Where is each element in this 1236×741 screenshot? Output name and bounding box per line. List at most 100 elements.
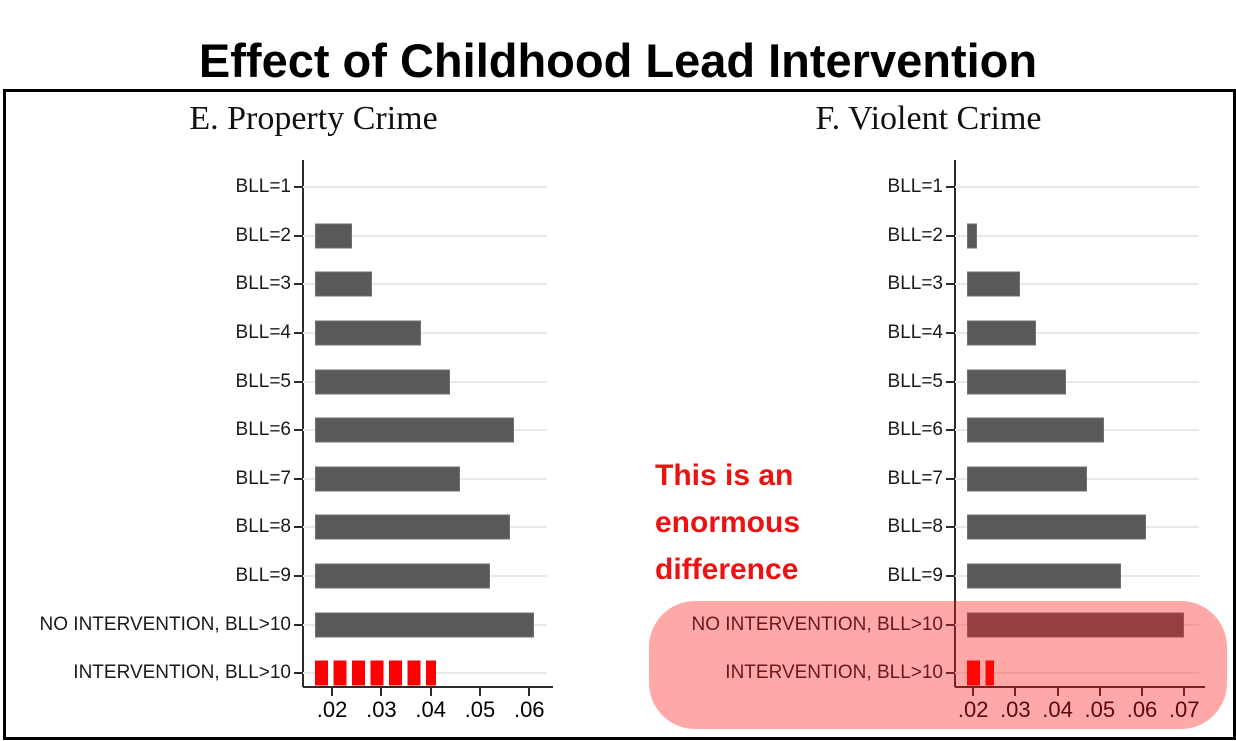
bar: [967, 320, 1037, 346]
bar: [315, 271, 372, 297]
bar-row: BLL=4: [621, 309, 1236, 358]
x-tick: [1098, 688, 1101, 696]
bar-row: BLL=5: [6, 357, 621, 406]
y-tick: [294, 477, 302, 480]
bar-row: BLL=6: [6, 406, 621, 455]
gridline: [955, 332, 1199, 335]
x-tick: [1183, 688, 1186, 696]
bar-row: BLL=6: [621, 406, 1236, 455]
annotation-enormous-difference: This is an enormous difference: [655, 452, 905, 593]
x-tick: [380, 688, 383, 696]
y-tick: [294, 429, 302, 432]
y-tick: [294, 332, 302, 335]
y-tick: [946, 477, 954, 480]
gridline: [303, 186, 547, 189]
y-tick: [294, 186, 302, 189]
y-axis-line: [302, 160, 304, 687]
y-tick: [294, 623, 302, 626]
x-tick: [528, 688, 531, 696]
charts-frame: E. Property Crime BLL=1 BLL=2 BLL=3 BLL=4 BL…: [3, 89, 1236, 740]
category-label: BLL=5: [235, 370, 291, 392]
bar: [967, 466, 1088, 492]
bar: [315, 369, 451, 395]
gridline: [955, 380, 1199, 383]
bar: [967, 271, 1020, 297]
bar-row: BLL=1: [621, 163, 1236, 212]
y-tick: [294, 380, 302, 383]
panel-title-violent-crime: F. Violent Crime: [815, 100, 1042, 137]
bar-row: NO INTERVENTION, BLL>10: [6, 600, 621, 649]
category-label: BLL=4: [887, 322, 943, 344]
y-tick: [294, 672, 302, 675]
x-tick: [1056, 688, 1059, 696]
category-label: BLL=3: [235, 273, 291, 295]
x-tick-label: .02: [316, 697, 348, 722]
bar-row: BLL=7: [621, 455, 1236, 504]
category-label: BLL=2: [887, 224, 943, 246]
bar-row: INTERVENTION, BLL>10: [6, 649, 621, 698]
bar: [315, 417, 515, 443]
bar-red-striped: [967, 660, 995, 686]
x-tick-label: .03: [1000, 697, 1031, 722]
x-tick: [331, 688, 334, 696]
gridline: [955, 283, 1199, 286]
category-label: BLL=4: [235, 322, 291, 344]
bar-row: BLL=7: [6, 455, 621, 504]
x-tick-label: .06: [513, 697, 545, 722]
x-tick-label: .03: [366, 697, 397, 722]
bar-row: NO INTERVENTION, BLL>10: [621, 600, 1236, 649]
page-title: Effect of Childhood Lead Intervention: [198, 34, 1038, 88]
bar-row: BLL=1: [6, 163, 621, 212]
y-tick: [946, 234, 954, 237]
bar: [315, 320, 421, 346]
x-tick: [972, 688, 975, 696]
bar: [967, 417, 1104, 443]
category-label: BLL=8: [235, 516, 291, 538]
y-tick: [294, 575, 302, 578]
y-tick: [946, 526, 954, 529]
y-tick: [946, 332, 954, 335]
chart-panel-property-crime: E. Property Crime BLL=1 BLL=2 BLL=3 BLL=4 BL…: [6, 92, 621, 737]
category-label: BLL=5: [887, 370, 943, 392]
bar: [967, 612, 1185, 638]
bar-row: BLL=8: [621, 503, 1236, 552]
category-label: BLL=1: [887, 176, 943, 198]
x-tick-label: .07: [1168, 697, 1200, 722]
x-tick-label: .05: [1084, 697, 1116, 722]
bar: [315, 466, 461, 492]
category-label: BLL=6: [887, 419, 943, 441]
x-tick: [1014, 688, 1017, 696]
annotation-line: enormous: [655, 506, 801, 539]
x-tick: [429, 688, 432, 696]
category-label: BLL=9: [887, 565, 943, 587]
annotation-line: This is an: [655, 459, 794, 492]
x-axis-line: [955, 686, 1205, 688]
x-tick-label: .04: [1042, 697, 1073, 722]
category-label: BLL=7: [887, 467, 943, 489]
x-axis: .02 .03 .04 .05 .06 .07: [955, 686, 1209, 731]
category-label: NO INTERVENTION, BLL>10: [39, 613, 291, 635]
bar-rows: BLL=1 BLL=2 BLL=3 BLL=4 BLL=5 BLL=6 BLL=7 BLL=8…: [621, 163, 1236, 686]
category-label: BLL=3: [887, 273, 943, 295]
y-tick: [946, 186, 954, 189]
category-label: INTERVENTION, BLL>10: [725, 662, 943, 684]
bar: [315, 223, 352, 249]
bar-row: INTERVENTION, BLL>10: [621, 649, 1236, 698]
y-tick: [294, 234, 302, 237]
bar-row: BLL=2: [621, 212, 1236, 261]
y-tick: [946, 575, 954, 578]
y-tick: [294, 526, 302, 529]
bar-red-striped: [315, 660, 436, 686]
gridline: [955, 672, 1199, 675]
bar: [967, 369, 1067, 395]
bar-rows: BLL=1 BLL=2 BLL=3 BLL=4 BLL=5 BLL=6 BLL=7 BLL=8…: [6, 163, 621, 686]
category-label: NO INTERVENTION, BLL>10: [691, 613, 943, 635]
bar-row: BLL=4: [6, 309, 621, 358]
category-label: BLL=9: [235, 565, 291, 587]
bar: [967, 514, 1147, 540]
y-tick: [946, 623, 954, 626]
category-label: BLL=7: [235, 467, 291, 489]
x-tick-label: .06: [1126, 697, 1158, 722]
bar: [967, 223, 978, 249]
bar: [967, 563, 1121, 589]
